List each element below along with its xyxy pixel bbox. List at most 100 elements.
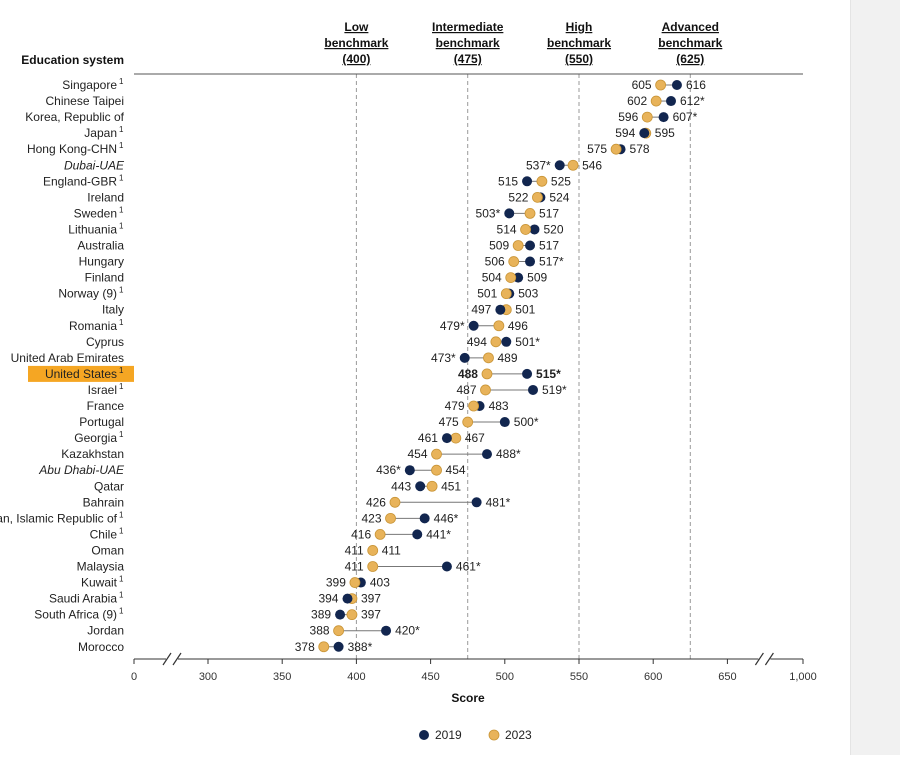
country-label: Kazakhstan [61, 447, 124, 461]
dot-2023 [524, 207, 536, 219]
dot-2023 [508, 256, 520, 267]
dot-2019 [335, 609, 346, 620]
country-label: Ireland [87, 190, 124, 204]
row: Chinese Taipei 602 612* [46, 94, 706, 108]
value-label-right: 578 [630, 142, 650, 156]
benchmark-label: (625) [676, 52, 704, 66]
value-label-left: 596 [618, 110, 638, 124]
value-label-left: 399 [326, 576, 346, 590]
benchmark-label: (400) [342, 52, 370, 66]
value-label-left: 509 [489, 239, 509, 253]
country-label: Cyprus [86, 335, 124, 349]
value-label-left: 416 [351, 527, 371, 541]
dot-2023 [610, 143, 622, 155]
country-label: Finland [85, 271, 124, 285]
dot-2023 [450, 432, 462, 444]
value-label-right: 519* [542, 383, 567, 397]
value-label-left: 461 [418, 431, 438, 445]
dot-2019 [441, 433, 452, 444]
value-label-left: 426 [366, 495, 386, 509]
value-label-left: 479 [445, 399, 465, 413]
benchmark-label: (550) [565, 52, 593, 66]
dot-2019 [504, 208, 515, 219]
row: Norway (9) 1 501 503 [58, 286, 538, 301]
dot-2019 [525, 240, 536, 251]
country-label: United States [45, 367, 117, 381]
country-label: Hungary [79, 255, 124, 269]
footnote-marker: 1 [119, 125, 124, 134]
country-label: Israel [88, 383, 117, 397]
country-label: Saudi Arabia [49, 592, 117, 606]
dot-2019 [381, 625, 392, 636]
dot-2019 [501, 336, 512, 347]
value-label-left: 514 [497, 222, 517, 236]
country-label: Jordan [87, 624, 124, 638]
value-label-right: 607* [673, 110, 698, 124]
value-label-left: 501 [477, 287, 497, 301]
country-label: Japan [84, 126, 117, 140]
benchmark-label: (475) [454, 52, 482, 66]
dot-2019 [415, 481, 426, 492]
dot-2019 [333, 641, 344, 652]
benchmark-label: benchmark [658, 36, 722, 50]
value-label-left: 436* [376, 463, 401, 477]
dot-2023 [650, 95, 662, 107]
value-label-left: 388 [310, 624, 330, 638]
value-label-right: 481* [486, 495, 511, 509]
value-label-left: 473* [431, 351, 456, 365]
dot-2023 [385, 512, 396, 524]
x-tick-label: 350 [273, 671, 291, 683]
dot-2019 [481, 449, 492, 460]
value-label-right: 595 [655, 126, 675, 140]
benchmark-labels: Low benchmark (400) Intermediate benchmark (4… [324, 20, 722, 66]
dot-2023 [431, 464, 442, 476]
dot-2019 [529, 224, 540, 235]
value-label-right: 446* [434, 511, 459, 525]
country-label: Sweden [74, 206, 117, 220]
axis-break-right-gap [758, 652, 771, 666]
dot-2019 [468, 320, 479, 331]
dot-2019 [342, 593, 353, 604]
value-label-left: 605 [632, 78, 652, 92]
footnote-marker: 1 [119, 205, 124, 214]
dot-2019 [419, 513, 430, 524]
value-label-left: 602 [627, 94, 647, 108]
country-label: Italy [102, 303, 124, 317]
value-label-left: 394 [318, 592, 338, 606]
dot-2023 [462, 416, 474, 428]
value-label-left: 594 [615, 126, 635, 140]
value-label-left: 537* [526, 158, 551, 172]
dot-2019 [499, 417, 510, 428]
row: Kuwait 1 399 403 [81, 575, 390, 590]
row: Romania 1 479* 496 [69, 318, 528, 333]
footnote-marker: 1 [119, 430, 124, 439]
row: South Africa (9) 1 389 397 [34, 607, 381, 622]
row: Morocco 378 388* [78, 640, 373, 654]
x-axis-title: Score [451, 691, 485, 705]
value-label-right: 546 [582, 158, 602, 172]
page-side-strip [850, 0, 900, 755]
value-label-left: 475 [439, 415, 459, 429]
country-label: Iran, Islamic Republic of [0, 511, 118, 525]
row: Jordan 388 420* [87, 624, 420, 638]
dot-2023 [493, 320, 505, 332]
footnote-marker: 1 [119, 607, 124, 616]
value-label-right: 397 [361, 592, 381, 606]
value-label-left: 378 [295, 640, 315, 654]
country-label: United Arab Emirates [11, 351, 124, 365]
value-label-right: 612* [680, 94, 705, 108]
value-label-right: 483 [489, 399, 509, 413]
footnote-marker: 1 [119, 318, 124, 327]
row: Chile 1 416 441* [90, 526, 452, 541]
country-label: Kuwait [81, 576, 118, 590]
footnote-marker: 1 [119, 382, 124, 391]
value-label-right: 420* [395, 624, 420, 638]
row: Georgia 1 461 467 [74, 430, 485, 445]
country-label: Korea, Republic of [25, 110, 124, 124]
dot-2023 [468, 400, 480, 412]
benchmark-label: benchmark [436, 36, 500, 50]
value-label-right: 501 [515, 303, 535, 317]
dot-2023 [389, 496, 401, 508]
axis-break-right [754, 652, 764, 666]
